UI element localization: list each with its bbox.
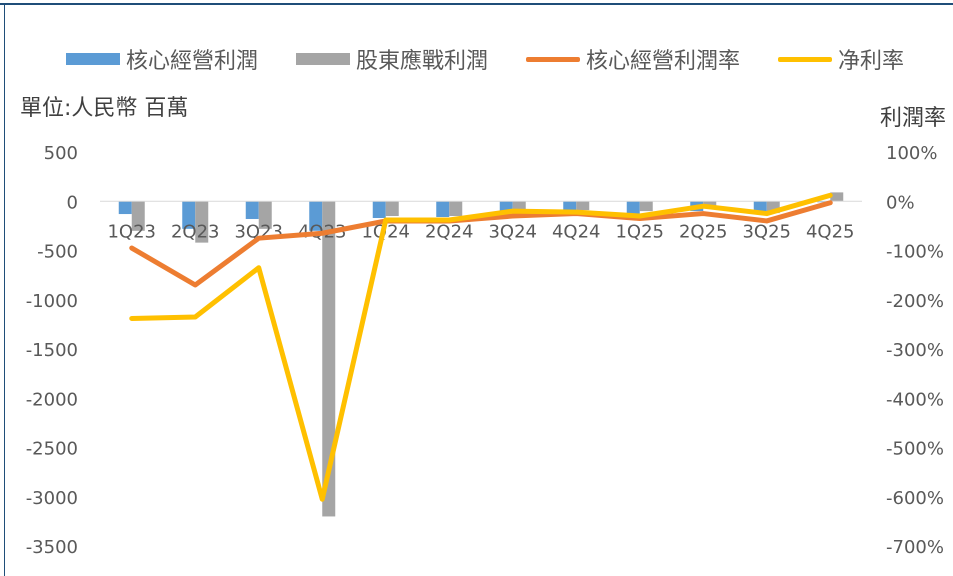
y-tick-label: 0 [67, 192, 78, 213]
bar-shareholder-profit [449, 201, 463, 217]
x-tick-label: 2Q23 [171, 221, 220, 242]
bar-core-profit [309, 201, 323, 231]
bar-shareholder-profit [512, 201, 526, 213]
top-border [0, 3, 953, 5]
y2-tick-label: -700% [886, 537, 944, 558]
y2-tick-label: -200% [886, 291, 944, 312]
x-tick-label: 1Q25 [615, 221, 664, 242]
left-border [4, 3, 5, 576]
y-tick-label: -1500 [26, 340, 78, 361]
bar-shareholder-profit [195, 201, 209, 243]
x-tick-label: 4Q24 [552, 221, 601, 242]
bar-shareholder-profit [830, 192, 844, 202]
y2-tick-label: -300% [886, 340, 944, 361]
legend-item-shareholder-profit: 股東應戰利潤 [296, 43, 488, 75]
y2-tick-label: -400% [886, 389, 944, 410]
y2-tick-label: -500% [886, 439, 944, 460]
bar-shareholder-profit [639, 201, 653, 212]
legend-label-core-profit: 核心經營利潤 [126, 49, 259, 74]
y-tick-label: -2500 [26, 439, 78, 460]
legend-swatch-net-margin [778, 56, 833, 62]
legend-swatch-shareholder-profit [296, 53, 351, 65]
y-tick-label: -3000 [26, 488, 78, 509]
y-axis-unit-label: 單位:人民幣 百萬 [20, 96, 189, 121]
x-tick-label: 1Q24 [361, 221, 410, 242]
y2-tick-label: 0% [886, 192, 915, 213]
y-tick-label: 500 [44, 143, 78, 164]
x-tick-label: 1Q23 [107, 221, 156, 242]
bar-shareholder-profit [131, 201, 145, 231]
x-tick-label: 3Q25 [742, 221, 791, 242]
y-tick-label: -3500 [26, 537, 78, 558]
x-tick-label: 2Q24 [425, 221, 474, 242]
bar-shareholder-profit [385, 201, 399, 217]
bar-shareholder-profit [766, 201, 780, 214]
bar-core-profit [436, 201, 450, 218]
bar-shareholder-profit [322, 201, 336, 517]
y2-axis-title: 利潤率 [879, 106, 946, 131]
y2-tick-label: -600% [886, 488, 944, 509]
x-tick-label: 2Q25 [679, 221, 728, 242]
legend-label-core-margin: 核心經營利潤率 [586, 49, 741, 74]
bar-core-profit [182, 201, 196, 229]
x-tick-label: 3Q24 [488, 221, 537, 242]
bar-shareholder-profit [576, 201, 590, 211]
bar-core-profit [118, 201, 132, 215]
bar-core-profit [499, 201, 513, 213]
legend-swatch-core-margin [526, 56, 581, 62]
bar-core-profit [753, 201, 767, 213]
y-tick-label: -1000 [26, 291, 78, 312]
y2-tick-label: 100% [886, 143, 937, 164]
line-net-margin [129, 192, 833, 502]
bar-shareholder-profit [258, 201, 272, 229]
bar-core-profit [372, 201, 386, 218]
legend-swatch-core-profit [66, 53, 120, 65]
legend-item-core-margin: 核心經營利潤率 [526, 43, 740, 75]
bar-shareholder-profit [703, 201, 717, 207]
legend-label-shareholder-profit: 股東應戰利潤 [356, 49, 489, 74]
bar-core-profit [626, 201, 640, 215]
legend-item-core-profit: 核心經營利潤 [66, 43, 258, 75]
y-tick-label: -500 [37, 242, 78, 263]
bar-core-profit [563, 201, 577, 212]
legend-item-net-margin: 净利率 [778, 43, 904, 75]
y2-tick-label: -100% [886, 242, 944, 263]
legend-label-net-margin: 净利率 [838, 49, 905, 74]
chart-legend: 核心經營利潤 股東應戰利潤 核心經營利潤率 净利率 [66, 44, 942, 74]
bar-core-profit [245, 201, 259, 219]
x-tick-label: 4Q25 [806, 221, 855, 242]
y-tick-label: -2000 [26, 389, 78, 410]
line-core-margin [129, 200, 833, 288]
